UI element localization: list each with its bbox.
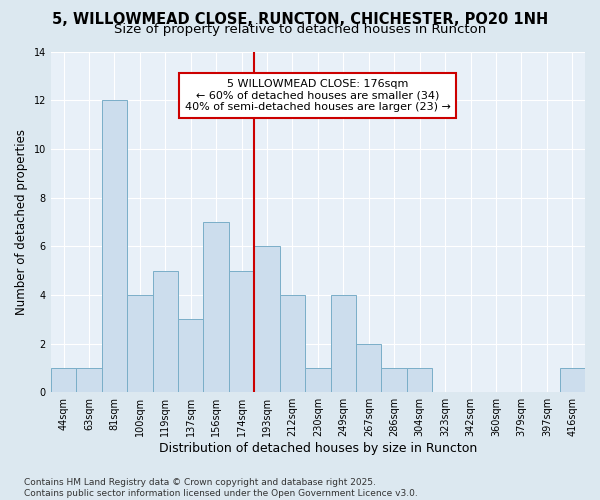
Bar	[127, 295, 152, 392]
Bar	[76, 368, 101, 392]
Bar	[356, 344, 382, 392]
Text: 5 WILLOWMEAD CLOSE: 176sqm
← 60% of detached houses are smaller (34)
40% of semi: 5 WILLOWMEAD CLOSE: 176sqm ← 60% of deta…	[185, 79, 451, 112]
Text: Size of property relative to detached houses in Runcton: Size of property relative to detached ho…	[114, 22, 486, 36]
Bar	[229, 270, 254, 392]
Bar	[254, 246, 280, 392]
Bar	[178, 319, 203, 392]
Text: 5, WILLOWMEAD CLOSE, RUNCTON, CHICHESTER, PO20 1NH: 5, WILLOWMEAD CLOSE, RUNCTON, CHICHESTER…	[52, 12, 548, 28]
Bar	[152, 270, 178, 392]
Bar	[51, 368, 76, 392]
Bar	[382, 368, 407, 392]
Y-axis label: Number of detached properties: Number of detached properties	[15, 129, 28, 315]
Bar	[203, 222, 229, 392]
Bar	[560, 368, 585, 392]
X-axis label: Distribution of detached houses by size in Runcton: Distribution of detached houses by size …	[159, 442, 477, 455]
Text: Contains HM Land Registry data © Crown copyright and database right 2025.
Contai: Contains HM Land Registry data © Crown c…	[24, 478, 418, 498]
Bar	[407, 368, 433, 392]
Bar	[331, 295, 356, 392]
Bar	[280, 295, 305, 392]
Bar	[101, 100, 127, 392]
Bar	[305, 368, 331, 392]
